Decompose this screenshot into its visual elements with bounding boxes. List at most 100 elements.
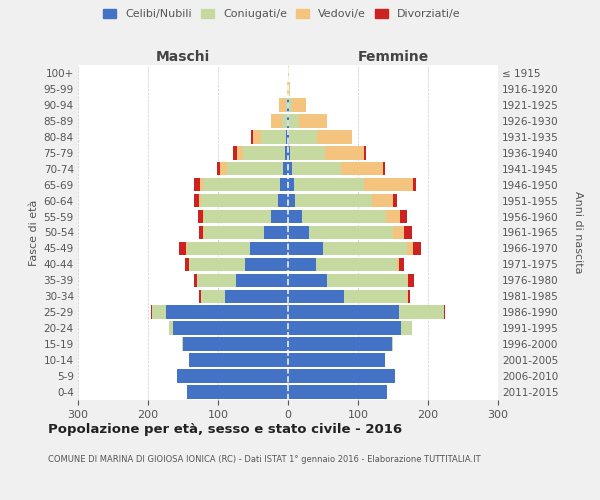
Bar bbox=[194, 178, 200, 192]
Bar bbox=[227, 162, 283, 175]
Bar bbox=[401, 322, 412, 335]
Bar bbox=[286, 98, 287, 112]
Bar bbox=[287, 98, 288, 112]
Bar bbox=[413, 178, 416, 192]
Bar bbox=[288, 290, 344, 303]
Bar bbox=[251, 130, 253, 143]
Bar bbox=[271, 114, 282, 128]
Bar bbox=[292, 162, 341, 175]
Bar bbox=[203, 226, 204, 239]
Bar bbox=[183, 338, 288, 351]
Bar bbox=[262, 130, 286, 143]
Bar bbox=[393, 226, 404, 239]
Bar bbox=[302, 210, 386, 224]
Bar bbox=[193, 194, 199, 207]
Bar bbox=[204, 210, 271, 224]
Bar bbox=[287, 82, 288, 96]
Bar bbox=[288, 66, 289, 80]
Bar bbox=[271, 210, 288, 224]
Bar bbox=[288, 162, 292, 175]
Bar bbox=[288, 98, 289, 112]
Bar bbox=[288, 82, 289, 96]
Bar bbox=[203, 178, 280, 192]
Bar bbox=[200, 178, 203, 192]
Bar bbox=[288, 114, 289, 128]
Bar bbox=[288, 274, 326, 287]
Bar bbox=[299, 114, 327, 128]
Bar bbox=[326, 274, 407, 287]
Bar bbox=[279, 98, 286, 112]
Bar bbox=[289, 114, 299, 128]
Bar bbox=[278, 194, 288, 207]
Bar bbox=[288, 385, 388, 399]
Bar bbox=[407, 242, 413, 255]
Bar bbox=[287, 114, 288, 128]
Bar bbox=[288, 146, 290, 160]
Bar bbox=[383, 162, 385, 175]
Y-axis label: Anni di nascita: Anni di nascita bbox=[573, 191, 583, 274]
Bar bbox=[217, 162, 220, 175]
Bar bbox=[289, 98, 292, 112]
Bar bbox=[309, 226, 393, 239]
Bar bbox=[293, 178, 364, 192]
Bar bbox=[372, 194, 393, 207]
Bar bbox=[280, 178, 288, 192]
Bar bbox=[295, 194, 372, 207]
Bar bbox=[179, 242, 186, 255]
Bar bbox=[288, 210, 302, 224]
Bar bbox=[289, 130, 317, 143]
Bar bbox=[199, 210, 203, 224]
Bar bbox=[323, 242, 407, 255]
Bar bbox=[200, 290, 225, 303]
Bar bbox=[188, 354, 288, 367]
Bar bbox=[286, 130, 288, 143]
Bar bbox=[199, 290, 200, 303]
Bar bbox=[404, 226, 412, 239]
Bar bbox=[166, 306, 288, 319]
Bar bbox=[364, 178, 413, 192]
Bar bbox=[393, 194, 397, 207]
Text: Maschi: Maschi bbox=[156, 50, 210, 64]
Text: Popolazione per età, sesso e stato civile - 2016: Popolazione per età, sesso e stato civil… bbox=[48, 422, 402, 436]
Bar bbox=[245, 258, 288, 271]
Bar bbox=[263, 226, 288, 239]
Bar bbox=[288, 338, 392, 351]
Bar bbox=[344, 290, 407, 303]
Bar bbox=[250, 242, 288, 255]
Bar bbox=[283, 162, 288, 175]
Bar bbox=[235, 274, 288, 287]
Bar bbox=[186, 242, 187, 255]
Bar bbox=[400, 210, 407, 224]
Bar bbox=[193, 274, 197, 287]
Bar bbox=[185, 258, 188, 271]
Bar bbox=[288, 306, 398, 319]
Bar bbox=[413, 242, 421, 255]
Bar bbox=[284, 146, 288, 160]
Bar bbox=[237, 146, 242, 160]
Bar bbox=[397, 258, 398, 271]
Bar bbox=[182, 338, 183, 351]
Bar bbox=[407, 274, 409, 287]
Bar bbox=[173, 322, 288, 335]
Bar bbox=[364, 146, 366, 160]
Bar bbox=[444, 306, 445, 319]
Bar bbox=[288, 242, 323, 255]
Text: Femmine: Femmine bbox=[358, 50, 428, 64]
Bar bbox=[325, 146, 364, 160]
Bar bbox=[242, 146, 284, 160]
Legend: Celibi/Nubili, Coniugati/e, Vedovi/e, Divorziati/e: Celibi/Nubili, Coniugati/e, Vedovi/e, Di… bbox=[100, 6, 464, 22]
Bar bbox=[225, 290, 288, 303]
Bar bbox=[199, 194, 201, 207]
Bar bbox=[282, 114, 287, 128]
Bar bbox=[203, 210, 204, 224]
Bar bbox=[398, 306, 444, 319]
Text: COMUNE DI MARINA DI GIOIOSA IONICA (RC) - Dati ISTAT 1° gennaio 2016 - Elaborazi: COMUNE DI MARINA DI GIOIOSA IONICA (RC) … bbox=[48, 455, 481, 464]
Bar bbox=[187, 385, 288, 399]
Bar bbox=[392, 338, 393, 351]
Bar bbox=[233, 146, 237, 160]
Bar bbox=[288, 130, 289, 143]
Bar bbox=[290, 146, 325, 160]
Bar bbox=[292, 98, 306, 112]
Bar bbox=[253, 130, 262, 143]
Bar bbox=[409, 274, 414, 287]
